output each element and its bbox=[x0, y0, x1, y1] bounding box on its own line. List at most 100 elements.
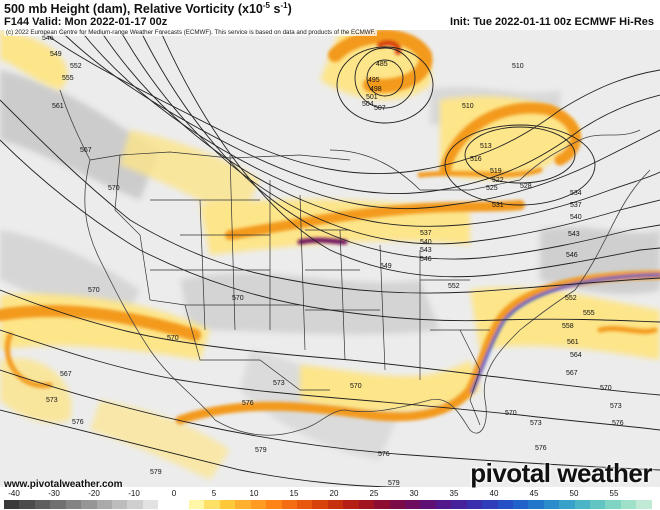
colorbar-swatch bbox=[404, 500, 421, 509]
init-time: Init: Tue 2022-01-11 00z ECMWF Hi-Res bbox=[450, 16, 654, 28]
colorbar-swatch bbox=[127, 500, 143, 509]
colorbar-tick: -40 bbox=[8, 489, 20, 498]
colorbar-swatch bbox=[189, 500, 205, 509]
colorbar-swatch bbox=[451, 500, 467, 509]
colorbar-swatch bbox=[605, 500, 621, 509]
colorbar-tick: 5 bbox=[211, 489, 217, 498]
colorbar-swatch bbox=[497, 500, 513, 509]
contour-label: 555 bbox=[62, 75, 74, 82]
contour-label: 570 bbox=[350, 383, 362, 390]
colorbar-swatch bbox=[435, 500, 452, 509]
colorbar-tick: 35 bbox=[449, 489, 459, 498]
height-contours bbox=[0, 30, 660, 487]
contour-label: 576 bbox=[242, 400, 254, 407]
colorbar-tick: 20 bbox=[329, 489, 339, 498]
contour-label: 516 bbox=[470, 156, 482, 163]
colorbar-swatch bbox=[420, 500, 436, 509]
colorbar-swatch bbox=[620, 500, 637, 509]
colorbar-tick: -30 bbox=[48, 489, 60, 498]
colorbar-swatch bbox=[111, 500, 128, 509]
contour-label: 558 bbox=[562, 323, 574, 330]
contour-label: 510 bbox=[462, 103, 474, 110]
contour-label: 573 bbox=[610, 403, 622, 410]
contour-label-group: 549 552 555 561 546 567 570 570 570 567 … bbox=[42, 35, 624, 487]
colorbar-ticks: -40 -30 -20 -10 0 5 10 15 20 25 30 35 40… bbox=[0, 489, 660, 499]
contour-label: 495 bbox=[368, 77, 380, 84]
contour-label: 579 bbox=[150, 469, 162, 476]
contour-label: 567 bbox=[60, 371, 72, 378]
colorbar-swatch bbox=[358, 500, 375, 509]
contour-label: 555 bbox=[583, 310, 595, 317]
colorbar-swatch bbox=[50, 500, 66, 509]
contour-label: 534 bbox=[570, 190, 582, 197]
contour-label: 537 bbox=[420, 230, 432, 237]
colorbar: -40 -30 -20 -10 0 5 10 15 20 25 30 35 40… bbox=[0, 489, 660, 510]
contour-label: 570 bbox=[505, 410, 517, 417]
contour-label: 513 bbox=[480, 143, 492, 150]
map-title: 500 mb Height (dam), Relative Vorticity … bbox=[4, 1, 292, 17]
contour-label: 573 bbox=[273, 380, 285, 387]
colorbar-swatches bbox=[4, 500, 652, 509]
colorbar-tick: 55 bbox=[609, 489, 619, 498]
contour-label: 549 bbox=[380, 263, 392, 270]
colorbar-tick: 10 bbox=[249, 489, 259, 498]
contour-label: 540 bbox=[570, 214, 582, 221]
colorbar-swatch bbox=[636, 500, 652, 509]
contour-label: 552 bbox=[448, 283, 460, 290]
colorbar-swatch bbox=[281, 500, 298, 509]
website-url[interactable]: www.pivotalweather.com bbox=[4, 479, 123, 490]
contour-label: 576 bbox=[378, 451, 390, 458]
colorbar-swatch bbox=[235, 500, 251, 509]
colorbar-swatch bbox=[559, 500, 575, 509]
colorbar-swatch bbox=[158, 500, 174, 509]
contour-label: 522 bbox=[492, 177, 504, 184]
colorbar-swatch bbox=[374, 500, 390, 509]
contour-label: 531 bbox=[492, 202, 504, 209]
colorbar-swatch bbox=[528, 500, 544, 509]
contour-label: 567 bbox=[566, 370, 578, 377]
colorbar-swatch bbox=[482, 500, 498, 509]
contour-label: 579 bbox=[255, 447, 267, 454]
colorbar-swatch bbox=[219, 500, 236, 509]
contour-label: 543 bbox=[568, 231, 580, 238]
contour-label: 573 bbox=[530, 420, 542, 427]
contour-label: 573 bbox=[46, 397, 58, 404]
contour-label: 570 bbox=[88, 287, 100, 294]
header-bar: 500 mb Height (dam), Relative Vorticity … bbox=[0, 0, 660, 30]
contour-label: 546 bbox=[420, 256, 432, 263]
contour-label: 537 bbox=[570, 202, 582, 209]
colorbar-swatch bbox=[343, 500, 359, 509]
colorbar-swatch bbox=[250, 500, 267, 509]
colorbar-swatch bbox=[34, 500, 51, 509]
colorbar-swatch bbox=[81, 500, 97, 509]
copyright-notice: (c) 2022 European Centre for Medium-rang… bbox=[4, 29, 378, 36]
contour-label: 564 bbox=[570, 352, 582, 359]
colorbar-swatch bbox=[142, 500, 159, 509]
contour-label: 528 bbox=[520, 183, 532, 190]
colorbar-swatch bbox=[19, 500, 35, 509]
colorbar-swatch bbox=[4, 500, 20, 509]
colorbar-swatch bbox=[574, 500, 591, 509]
colorbar-tick: 50 bbox=[569, 489, 579, 498]
contour-label: 540 bbox=[420, 239, 432, 246]
colorbar-swatch bbox=[543, 500, 560, 509]
colorbar-swatch bbox=[173, 500, 190, 509]
vorticity-map: 549 552 555 561 546 567 570 570 570 567 … bbox=[0, 30, 660, 487]
contour-label: 576 bbox=[535, 445, 547, 452]
colorbar-swatch bbox=[96, 500, 112, 509]
colorbar-tick: -20 bbox=[88, 489, 100, 498]
contour-label: 501 bbox=[366, 94, 378, 101]
colorbar-swatch bbox=[389, 500, 405, 509]
contour-label: 552 bbox=[70, 63, 82, 70]
contour-label: 546 bbox=[42, 35, 54, 42]
colorbar-swatch bbox=[590, 500, 606, 509]
colorbar-swatch bbox=[327, 500, 344, 509]
contour-label: 570 bbox=[600, 385, 612, 392]
contour-label: 576 bbox=[612, 420, 624, 427]
contour-label: 543 bbox=[420, 247, 432, 254]
contour-label: 507 bbox=[374, 105, 386, 112]
coastlines bbox=[59, 89, 651, 436]
colorbar-swatch bbox=[297, 500, 313, 509]
colorbar-tick: 30 bbox=[409, 489, 419, 498]
contour-label: 504 bbox=[362, 101, 374, 108]
